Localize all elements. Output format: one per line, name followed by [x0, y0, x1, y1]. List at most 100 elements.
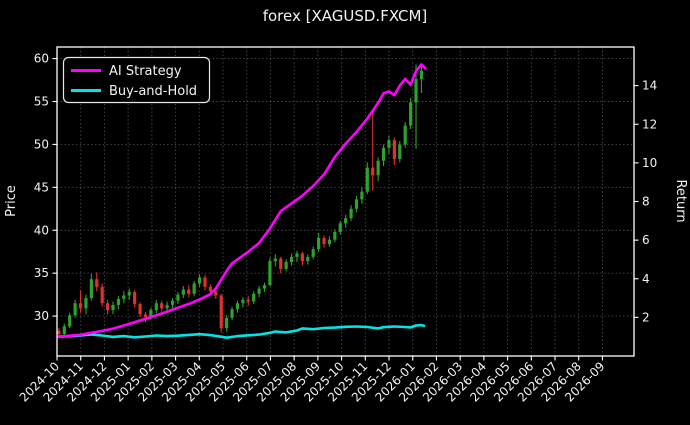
- candle: [408, 98, 413, 129]
- y-tick-label: 35: [34, 266, 49, 280]
- candle-body: [89, 279, 93, 299]
- candle: [241, 297, 245, 308]
- candle: [344, 214, 348, 228]
- y-tick-label: 2: [642, 310, 650, 324]
- candle-body: [284, 262, 288, 269]
- candle: [219, 293, 223, 333]
- legend-item-ai-strategy: AI Strategy: [71, 64, 182, 79]
- candle-body: [371, 167, 375, 176]
- candle: [143, 311, 148, 323]
- candle: [181, 286, 185, 299]
- candle: [246, 296, 250, 306]
- candle-body: [170, 300, 175, 305]
- candle: [414, 64, 418, 149]
- candle: [419, 66, 424, 93]
- candle: [360, 187, 364, 204]
- y-axis-return: 2 4 6 8 10 12 14: [634, 79, 657, 324]
- candle-body: [133, 292, 137, 305]
- candle-body: [246, 299, 250, 302]
- candle-body: [143, 314, 148, 317]
- candle: [100, 283, 104, 307]
- chart-title: forex [XAGUSD.FXCM]: [263, 7, 428, 25]
- candle: [365, 162, 369, 195]
- candle-body: [360, 191, 364, 200]
- y-tick-label: 55: [34, 95, 49, 109]
- candle-body: [62, 326, 66, 335]
- legend: AI Strategy Buy-and-Hold: [62, 56, 211, 104]
- y-tick-label: 14: [642, 79, 657, 93]
- candle-body: [127, 292, 131, 296]
- candle-body: [311, 249, 315, 257]
- candle: [257, 286, 261, 298]
- candle: [289, 253, 294, 266]
- candle-body: [349, 208, 353, 219]
- candle: [235, 300, 240, 313]
- candle-body: [241, 299, 245, 304]
- candle-body: [252, 293, 256, 302]
- y-tick-label: 40: [34, 223, 49, 237]
- candle-body: [230, 309, 234, 318]
- candle: [127, 288, 131, 300]
- candle-body: [365, 167, 369, 192]
- candle-body: [68, 315, 72, 327]
- candle-body: [327, 239, 332, 244]
- candle-body: [197, 277, 202, 284]
- candle-body: [273, 258, 277, 262]
- candle: [381, 144, 386, 166]
- candle: [398, 140, 402, 163]
- candle: [170, 298, 175, 309]
- candle-body: [398, 144, 402, 160]
- candle-body: [149, 310, 153, 317]
- legend-label-ai-strategy: AI Strategy: [109, 64, 182, 79]
- y-tick-label: 6: [642, 233, 650, 247]
- candle-body: [344, 218, 348, 224]
- y-axis-price: 30 35 40 45 50 55 60: [34, 52, 57, 323]
- candle-body: [235, 303, 240, 310]
- candle: [187, 285, 191, 298]
- candle-body: [322, 237, 326, 244]
- candle-body: [338, 223, 342, 232]
- candle-body: [100, 286, 104, 304]
- candle: [403, 122, 407, 148]
- candle: [327, 236, 332, 247]
- candle-body: [333, 231, 337, 240]
- y-tick-label: 10: [642, 156, 657, 170]
- candle-body: [317, 237, 321, 250]
- candle: [333, 229, 337, 243]
- candle: [371, 111, 375, 191]
- candle-body: [376, 160, 380, 176]
- candle: [268, 257, 272, 287]
- candle-body: [84, 298, 88, 309]
- candle-body: [257, 288, 261, 294]
- price-candles: [57, 64, 424, 339]
- candle-body: [387, 140, 391, 148]
- candle-body: [95, 279, 99, 287]
- candle: [73, 299, 77, 318]
- y-tick-label: 30: [34, 309, 49, 323]
- buy-and-hold-line: [57, 323, 426, 340]
- candle-body: [208, 286, 212, 292]
- candle: [78, 290, 83, 313]
- candle-body: [116, 298, 121, 305]
- candle-body: [57, 330, 61, 335]
- candle-body: [262, 285, 267, 289]
- candle: [252, 291, 256, 305]
- candle-body: [105, 303, 110, 311]
- candle: [154, 299, 158, 314]
- ai-strategy-line: [57, 63, 427, 339]
- candle: [68, 312, 72, 329]
- candle: [262, 282, 267, 293]
- legend-item-buy-and-hold: Buy-and-Hold: [71, 84, 197, 99]
- candle: [376, 157, 380, 182]
- candle-body: [165, 304, 169, 309]
- candle: [311, 246, 315, 260]
- y-tick-label: 50: [34, 137, 49, 151]
- candle: [133, 290, 137, 308]
- candle-body: [419, 70, 424, 80]
- candle-body: [73, 303, 77, 316]
- candle: [279, 256, 283, 274]
- candle-body: [154, 303, 158, 311]
- candle: [105, 299, 110, 315]
